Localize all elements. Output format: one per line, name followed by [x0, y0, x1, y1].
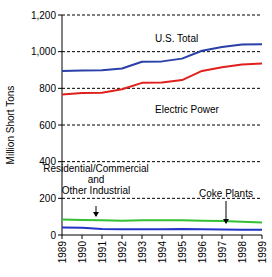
x-tick	[62, 235, 63, 239]
x-tick	[242, 235, 243, 239]
y-axis-label: Million Short Tons	[5, 86, 16, 165]
label-line: Residential/Commercial	[43, 163, 149, 174]
x-tick-label: 1999	[257, 241, 268, 264]
series-label: U.S. Total	[155, 33, 198, 44]
x-tick	[162, 235, 163, 239]
x-tick-label: 1995	[177, 241, 188, 264]
arrow-head	[223, 219, 229, 224]
series-label: Residential/CommercialandOther Industria…	[43, 163, 149, 196]
x-tick	[82, 235, 83, 239]
grid-line	[62, 88, 262, 89]
grid-line	[62, 15, 262, 16]
x-tick	[222, 235, 223, 239]
x-tick	[202, 235, 203, 239]
label-line: Electric Power	[155, 104, 220, 115]
y-tick-label: 0	[50, 230, 56, 241]
label-line: Other Industrial	[62, 185, 130, 196]
y-tick	[58, 88, 62, 89]
x-tick	[102, 235, 103, 239]
series-line	[62, 44, 262, 71]
y-tick-label: 200	[39, 193, 56, 204]
x-tick-label: 1994	[157, 241, 168, 264]
series-line	[62, 64, 262, 95]
series-label: Coke Plants	[199, 188, 253, 199]
x-tick	[182, 235, 183, 239]
x-tick-label: 1997	[217, 241, 228, 264]
series-line	[62, 219, 262, 222]
label-line: and	[88, 174, 105, 185]
grid-line	[62, 51, 262, 52]
x-tick-label: 1996	[197, 241, 208, 264]
y-axis	[62, 15, 63, 235]
x-tick-label: 1993	[137, 241, 148, 264]
series-label: Electric Power	[155, 104, 220, 115]
label-line: U.S. Total	[155, 33, 198, 44]
x-tick-label: 1989	[57, 241, 68, 264]
x-tick	[122, 235, 123, 239]
y-tick	[58, 51, 62, 52]
x-tick-label: 1998	[237, 241, 248, 264]
label-line: Coke Plants	[199, 188, 253, 199]
y-tick-label: 800	[39, 83, 56, 94]
y-tick	[58, 15, 62, 16]
grid-line	[62, 125, 262, 126]
y-tick	[58, 125, 62, 126]
y-tick-label: 1,200	[31, 10, 56, 21]
x-tick	[142, 235, 143, 239]
series-line	[62, 227, 262, 229]
x-tick-label: 1990	[77, 241, 88, 264]
y-tick-label: 600	[39, 120, 56, 131]
arrow-head	[93, 212, 99, 217]
chart: 02004006008001,0001,20019891990199119921…	[0, 0, 272, 277]
x-tick	[262, 235, 263, 239]
y-tick	[58, 198, 62, 199]
x-axis	[62, 235, 262, 236]
y-tick-label: 1,000	[31, 46, 56, 57]
x-tick-label: 1992	[117, 241, 128, 264]
plot-lines	[62, 44, 262, 230]
x-tick-label: 1991	[97, 241, 108, 264]
y-tick	[58, 235, 62, 236]
